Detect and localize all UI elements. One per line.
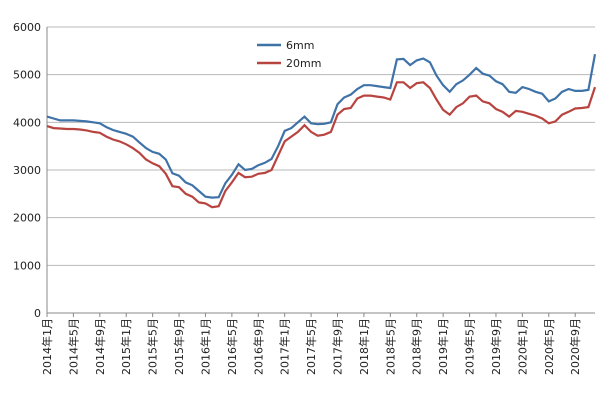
series-line [46, 81, 597, 209]
x-tick-label: 2015年1月 [119, 318, 133, 375]
x-tick-label: 2014年9月 [93, 318, 107, 375]
y-tick-label: 3000 [13, 164, 41, 177]
x-tick-label: 2019年9月 [489, 318, 503, 375]
x-tick-label: 2019年1月 [436, 318, 450, 375]
x-tick-label: 2017年5月 [304, 318, 318, 375]
legend-label: 6mm [286, 39, 314, 52]
x-tick-label: 2018年9月 [410, 318, 424, 375]
x-tick-label: 2019年5月 [463, 318, 477, 375]
x-tick-label: 2016年1月 [198, 318, 212, 375]
y-tick-label: 4000 [13, 116, 41, 129]
x-tick-label: 2015年9月 [172, 318, 186, 375]
legend-label: 20mm [286, 57, 321, 70]
x-tick-label: 2015年5月 [146, 318, 160, 375]
x-tick-label: 2017年1月 [278, 318, 292, 375]
x-tick-label: 2016年9月 [251, 318, 265, 375]
x-tick-label: 2014年5月 [66, 318, 80, 375]
series-line [46, 54, 597, 199]
y-tick-label: 6000 [13, 21, 41, 34]
y-tick-label: 1000 [13, 259, 41, 272]
x-tick-label: 2018年1月 [357, 318, 371, 375]
y-tick-label: 5000 [13, 69, 41, 82]
x-tick-label: 2020年5月 [542, 318, 556, 375]
x-tick-label: 2017年9月 [331, 318, 345, 375]
x-tick-label: 2016年5月 [225, 318, 239, 375]
x-tick-label: 2018年5月 [383, 318, 397, 375]
x-tick-label: 2020年1月 [515, 318, 529, 375]
y-tick-label: 0 [34, 307, 41, 320]
y-tick-label: 2000 [13, 212, 41, 225]
x-tick-label: 2014年1月 [40, 318, 54, 375]
x-tick-label: 2020年9月 [568, 318, 582, 375]
